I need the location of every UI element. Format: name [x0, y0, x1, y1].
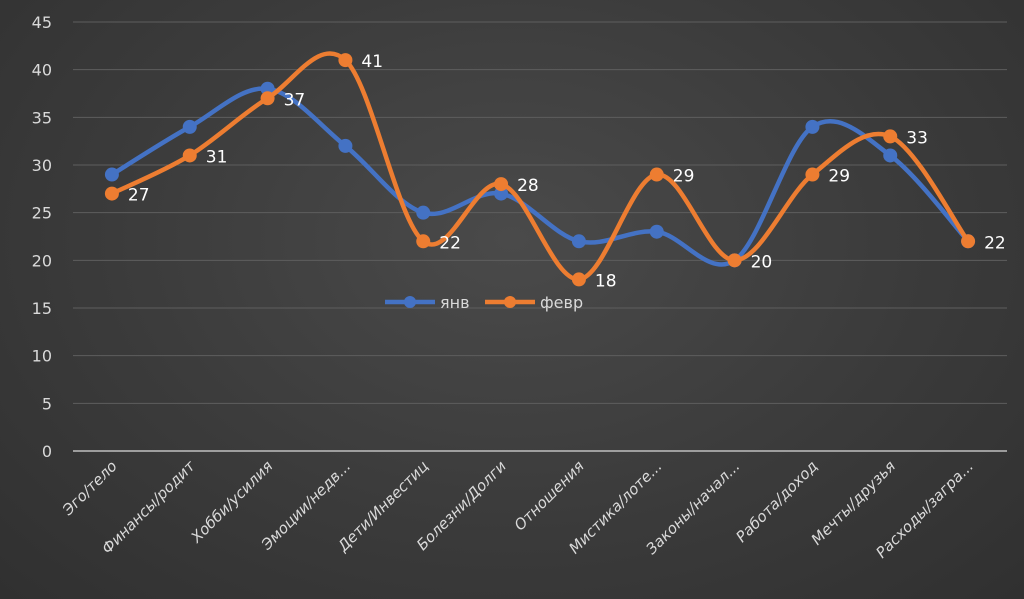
data-point — [260, 91, 275, 106]
data-point — [104, 186, 119, 201]
data-point — [571, 234, 586, 249]
y-tick-label: 20 — [32, 251, 52, 270]
y-tick-label: 15 — [32, 299, 52, 318]
data-label: 20 — [751, 252, 773, 272]
y-tick-label: 5 — [42, 394, 52, 413]
x-tick-label: Эго/тело — [58, 457, 120, 519]
data-label: 18 — [595, 271, 617, 291]
data-point — [805, 167, 820, 182]
data-label: 22 — [984, 233, 1006, 253]
x-tick-label: Хобби/усилия — [187, 457, 277, 547]
data-label: 41 — [361, 52, 383, 72]
data-label: 33 — [906, 128, 928, 148]
data-point — [649, 167, 664, 182]
data-point — [104, 167, 119, 182]
data-point — [416, 205, 431, 220]
x-tick-label: Работа/доход — [732, 457, 821, 546]
legend-marker — [504, 296, 516, 308]
data-point — [494, 177, 509, 192]
legend-label: янв — [440, 293, 470, 312]
data-point — [338, 138, 353, 153]
data-label: 31 — [206, 147, 228, 167]
y-tick-label: 30 — [32, 156, 52, 175]
data-point — [416, 234, 431, 249]
legend-marker — [404, 296, 416, 308]
y-tick-label: 25 — [32, 204, 52, 223]
data-label: 37 — [284, 90, 306, 110]
data-point — [805, 119, 820, 134]
data-point — [727, 253, 742, 268]
data-point — [338, 53, 353, 68]
data-point — [571, 272, 586, 287]
data-point — [649, 224, 664, 239]
data-point — [883, 148, 898, 163]
x-tick-label: Отношения — [511, 457, 588, 534]
y-tick-label: 35 — [32, 108, 52, 127]
data-point — [883, 129, 898, 144]
data-label: 28 — [517, 176, 539, 196]
data-point — [182, 119, 197, 134]
data-label: 22 — [439, 233, 461, 253]
data-point — [182, 148, 197, 163]
data-label: 29 — [828, 167, 850, 187]
data-label: 27 — [128, 186, 150, 206]
data-label: 29 — [673, 167, 695, 187]
legend-label: февр — [540, 293, 583, 312]
y-tick-label: 0 — [42, 442, 52, 461]
y-tick-label: 40 — [32, 61, 52, 80]
data-point — [961, 234, 976, 249]
y-tick-label: 45 — [32, 13, 52, 32]
y-tick-label: 10 — [32, 347, 52, 366]
